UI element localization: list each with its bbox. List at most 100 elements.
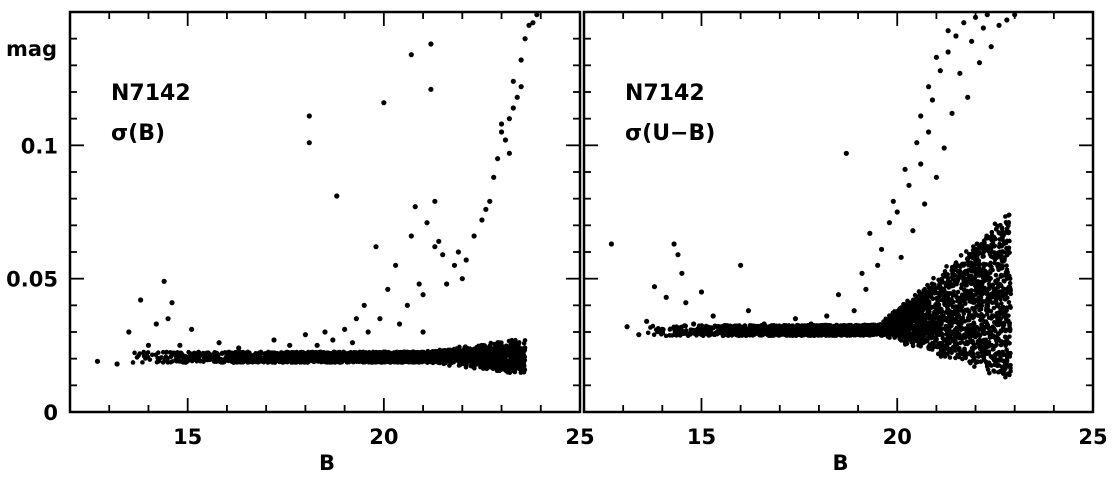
locus-point: [468, 363, 473, 369]
locus-point: [486, 352, 492, 358]
data-point: [502, 137, 509, 143]
locus-point: [962, 347, 967, 353]
locus-point: [335, 354, 341, 359]
locus-point: [248, 354, 253, 360]
locus-point: [965, 255, 971, 261]
locus-point: [165, 360, 171, 365]
locus-point: [491, 348, 497, 354]
locus-point: [504, 363, 510, 368]
locus-point: [132, 350, 137, 356]
locus-point: [500, 344, 505, 349]
data-point: [306, 140, 312, 146]
data-point: [432, 244, 438, 250]
locus-point: [987, 251, 993, 257]
locus-point: [287, 353, 292, 358]
locus-point: [651, 332, 657, 338]
locus-point: [173, 353, 179, 359]
x-axis-label: B: [832, 451, 848, 475]
locus-point: [494, 365, 499, 370]
locus-point: [947, 355, 953, 360]
locus-point: [403, 352, 408, 358]
data-point: [408, 52, 414, 58]
data-point: [306, 113, 312, 119]
locus-point: [513, 337, 518, 343]
data-point: [373, 244, 379, 250]
locus-point: [521, 354, 526, 360]
locus-point: [453, 346, 459, 352]
locus-point: [944, 264, 949, 269]
locus-point: [149, 352, 155, 358]
data-point: [428, 41, 434, 47]
locus-point: [998, 316, 1003, 321]
locus-point: [216, 352, 221, 358]
locus-point: [396, 352, 402, 357]
data-cloud: [130, 337, 528, 376]
locus-point: [386, 357, 391, 363]
locus-point: [371, 352, 376, 358]
locus-point: [500, 352, 506, 358]
locus-point: [959, 285, 964, 291]
data-point: [451, 262, 458, 268]
locus-point: [958, 340, 963, 346]
locus-point: [238, 360, 243, 365]
data-point: [365, 329, 371, 335]
locus-point: [952, 341, 958, 346]
locus-point: [993, 227, 999, 232]
locus-point: [145, 350, 151, 355]
locus-point: [655, 329, 660, 335]
data-point: [487, 198, 493, 204]
data-point: [361, 302, 367, 308]
locus-point: [953, 355, 958, 361]
locus-point: [966, 351, 971, 357]
locus-point: [484, 366, 490, 372]
data-point: [432, 198, 438, 204]
locus-point: [663, 333, 669, 339]
locus-point: [425, 348, 431, 354]
locus-point: [1008, 350, 1013, 356]
data-point: [393, 262, 399, 268]
locus-point: [364, 351, 370, 356]
data-point: [161, 278, 167, 284]
locus-point: [262, 353, 268, 359]
data-point: [385, 286, 391, 292]
locus-point: [972, 364, 977, 369]
x-tick-label: 25: [565, 425, 594, 449]
locus-point: [163, 355, 169, 360]
data-point: [424, 220, 430, 226]
data-point: [420, 329, 426, 335]
locus-point: [991, 368, 996, 374]
x-tick-label: 20: [883, 425, 912, 449]
locus-point: [358, 358, 364, 364]
locus-point: [521, 341, 527, 346]
locus-point: [484, 356, 490, 361]
data-point: [322, 329, 328, 335]
data-point: [396, 321, 403, 327]
locus-point: [437, 357, 443, 362]
data-point: [145, 342, 152, 348]
panel-annotation: σ(B): [111, 121, 165, 146]
locus-point: [140, 360, 145, 365]
locus-point: [476, 343, 481, 349]
locus-point: [354, 359, 360, 364]
locus-point: [1004, 347, 1009, 353]
locus-point: [481, 354, 486, 360]
locus-point: [331, 358, 337, 364]
locus-point: [479, 349, 485, 355]
locus-point: [375, 352, 381, 358]
locus-point: [230, 351, 235, 356]
locus-point: [300, 355, 305, 361]
locus-point: [432, 359, 438, 364]
data-point: [491, 174, 497, 180]
locus-point: [188, 351, 193, 356]
data-point: [236, 345, 242, 351]
data-point: [498, 129, 505, 135]
locus-point: [325, 358, 331, 364]
locus-point: [1004, 336, 1010, 342]
data-point: [506, 150, 512, 156]
locus-point: [415, 357, 420, 362]
locus-point: [459, 349, 465, 355]
locus-point: [266, 359, 272, 365]
plot-frame: [68, 10, 582, 414]
